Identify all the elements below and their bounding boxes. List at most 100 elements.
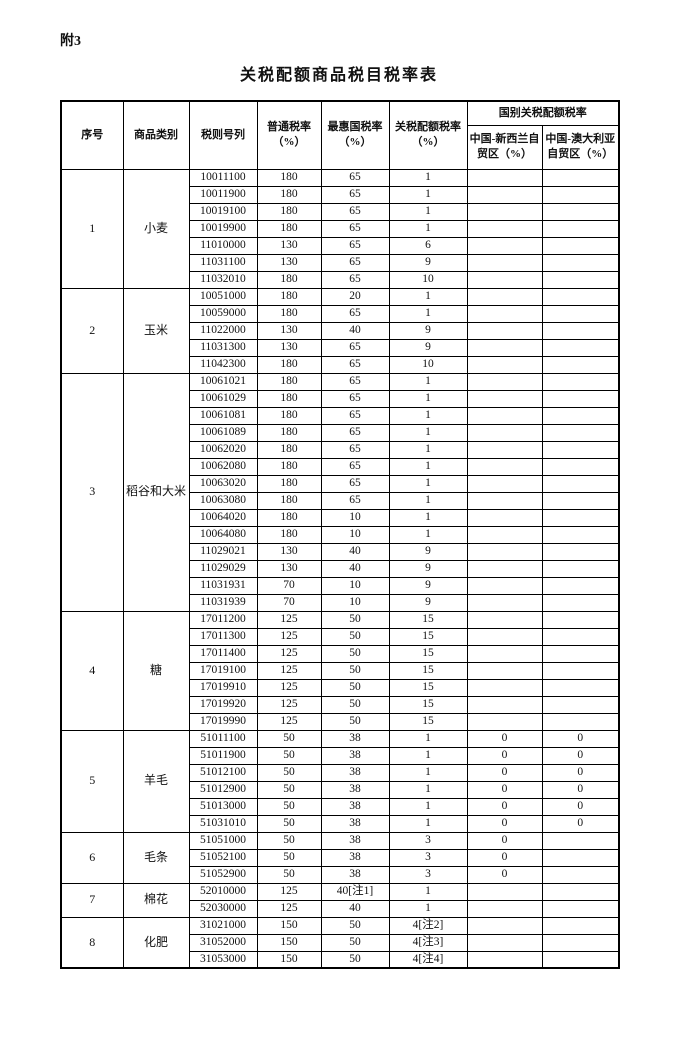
tariff-code-cell: 11032010: [188, 270, 258, 289]
au-fta-rate-cell: [541, 253, 620, 272]
au-fta-rate-cell: [541, 508, 620, 527]
nz-fta-rate-cell: [466, 202, 543, 221]
mfn-rate-cell: 38: [320, 729, 390, 748]
quota-rate-cell: 9: [388, 542, 468, 561]
tariff-code-cell: 51031010: [188, 814, 258, 833]
quota-rate-cell: 15: [388, 610, 468, 629]
nz-fta-rate-cell: 0: [466, 746, 543, 765]
nz-fta-rate-cell: [466, 559, 543, 578]
table-row: 4 糖 17011200 125 50 15: [60, 610, 620, 731]
mfn-rate-cell: 65: [320, 253, 390, 272]
tariff-code-cell: 11031300: [188, 338, 258, 357]
nz-fta-rate-cell: [466, 355, 543, 374]
au-fta-rate-cell: [541, 406, 620, 425]
nz-fta-rate-cell: [466, 389, 543, 408]
quota-rate-cell: 15: [388, 661, 468, 680]
mfn-rate-cell: 65: [320, 185, 390, 204]
group-serial-cell: 8: [60, 916, 124, 969]
mfn-rate-cell: 65: [320, 457, 390, 476]
nz-fta-rate-cell: [466, 882, 543, 901]
au-fta-rate-cell: [541, 185, 620, 204]
tariff-code-cell: 31053000: [188, 950, 258, 969]
header-row-top: 序号 商品类别 税则号列 普通税率（%） 最惠国税率（%） 关税配额税率（%） …: [60, 100, 620, 170]
general-rate-cell: 130: [256, 338, 322, 357]
nz-fta-rate-cell: [466, 950, 543, 969]
au-fta-rate-cell: [541, 865, 620, 884]
nz-fta-rate-cell: [466, 440, 543, 459]
quota-rate-cell: 3: [388, 831, 468, 850]
quota-rate-cell: 1: [388, 797, 468, 816]
au-fta-rate-cell: [541, 542, 620, 561]
group-category-cell: 化肥: [122, 916, 190, 969]
col-header-general-rate: 普通税率（%）: [256, 100, 322, 170]
quota-rate-cell: 9: [388, 321, 468, 340]
general-rate-cell: 180: [256, 270, 322, 289]
mfn-rate-cell: 50: [320, 661, 390, 680]
au-fta-rate-cell: 0: [541, 797, 620, 816]
au-fta-rate-cell: 0: [541, 780, 620, 799]
general-rate-cell: 130: [256, 253, 322, 272]
mfn-rate-cell: 65: [320, 338, 390, 357]
quota-rate-cell: 15: [388, 627, 468, 646]
tariff-code-cell: 10063020: [188, 474, 258, 493]
au-fta-rate-cell: [541, 202, 620, 221]
quota-rate-cell: 1: [388, 780, 468, 799]
nz-fta-rate-cell: [466, 219, 543, 238]
tariff-code-cell: 11029021: [188, 542, 258, 561]
general-rate-cell: 50: [256, 746, 322, 765]
nz-fta-rate-cell: [466, 525, 543, 544]
table-row: 51012900 50 38 1 0 0: [61, 780, 620, 799]
au-fta-rate-cell: [541, 610, 620, 629]
au-fta-rate-cell: [541, 627, 620, 646]
nz-fta-rate-cell: 0: [466, 814, 543, 833]
nz-fta-rate-cell: 0: [466, 848, 543, 867]
nz-fta-rate-cell: [466, 610, 543, 629]
nz-fta-rate-cell: [466, 644, 543, 663]
general-rate-cell: 180: [256, 219, 322, 238]
tariff-code-cell: 31052000: [188, 933, 258, 952]
quota-rate-cell: 1: [388, 457, 468, 476]
tariff-code-cell: 10061029: [188, 389, 258, 408]
tariff-rate-table: 序号 商品类别 税则号列 普通税率（%） 最惠国税率（%） 关税配额税率（%） …: [60, 100, 620, 969]
mfn-rate-cell: 40: [320, 899, 390, 918]
general-rate-cell: 50: [256, 848, 322, 867]
au-fta-rate-cell: [541, 355, 620, 374]
quota-rate-cell: 1: [388, 287, 468, 306]
annex-label: 附3: [60, 34, 81, 49]
tariff-code-cell: 10064080: [188, 525, 258, 544]
general-rate-cell: 50: [256, 780, 322, 799]
tariff-code-cell: 11022000: [188, 321, 258, 340]
mfn-rate-cell: 10: [320, 593, 390, 612]
quota-rate-cell: 1: [388, 406, 468, 425]
table-row: 10061029 180 65 1: [61, 389, 620, 408]
table-row: 31053000 150 50 4[注4]: [61, 950, 620, 969]
mfn-rate-cell: 38: [320, 763, 390, 782]
mfn-rate-cell: 65: [320, 423, 390, 442]
mfn-rate-cell: 10: [320, 508, 390, 527]
general-rate-cell: 125: [256, 627, 322, 646]
tariff-code-cell: 10061081: [188, 406, 258, 425]
tariff-code-cell: 11031931: [188, 576, 258, 595]
au-fta-rate-cell: [541, 474, 620, 493]
header-row-sub: 中国-新西兰自贸区（%） 中国-澳大利亚自贸区（%）: [61, 124, 620, 170]
mfn-rate-cell: 65: [320, 355, 390, 374]
mfn-rate-cell: 65: [320, 389, 390, 408]
au-fta-rate-cell: 0: [541, 746, 620, 765]
group-serial-cell: 4: [60, 610, 124, 731]
group-category-cell: 糖: [122, 610, 190, 731]
nz-fta-rate-cell: 0: [466, 865, 543, 884]
table-row: 51012100 50 38 1 0 0: [61, 763, 620, 782]
nz-fta-rate-cell: [466, 270, 543, 289]
quota-rate-cell: 9: [388, 576, 468, 595]
col-header-category: 商品类别: [122, 100, 190, 170]
mfn-rate-cell: 40[注1]: [320, 882, 390, 901]
au-fta-rate-cell: [541, 423, 620, 442]
mfn-rate-cell: 50: [320, 627, 390, 646]
nz-fta-rate-cell: [466, 916, 543, 935]
nz-fta-rate-cell: [466, 661, 543, 680]
table-row: 51031010 50 38 1 0 0: [61, 814, 620, 833]
au-fta-rate-cell: [541, 236, 620, 255]
nz-fta-rate-cell: [466, 576, 543, 595]
au-fta-rate-cell: 0: [541, 814, 620, 833]
